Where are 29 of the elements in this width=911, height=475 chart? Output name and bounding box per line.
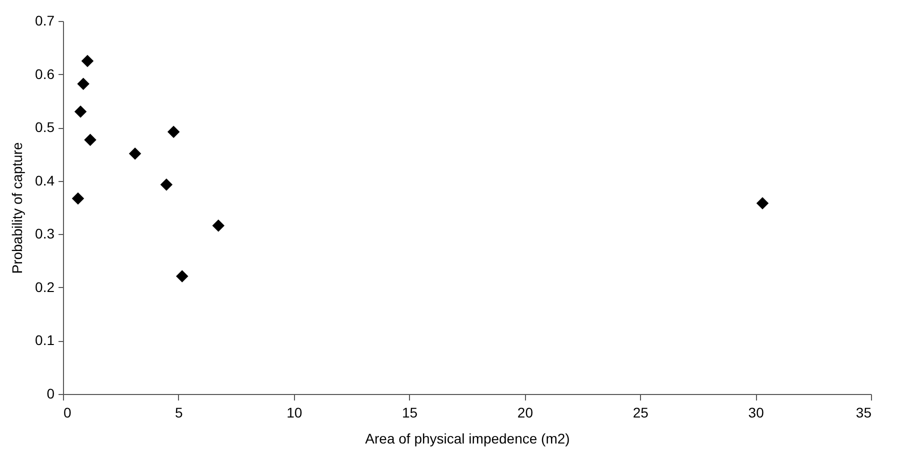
point [74, 105, 87, 118]
point [84, 134, 96, 146]
y-tick-label: 0.1 [35, 332, 55, 348]
point [72, 192, 84, 205]
point [128, 148, 142, 160]
point [167, 126, 180, 138]
point [212, 219, 224, 232]
point [176, 270, 188, 282]
x-tick-label: 30 [748, 404, 764, 420]
y-tick-label: 0.6 [35, 66, 55, 82]
y-axis-title: Probability of capture [9, 142, 26, 274]
x-tick-label: 35 [856, 404, 872, 420]
x-tick-label: 10 [286, 404, 302, 420]
point [77, 78, 90, 90]
x-tick-label: 5 [175, 404, 184, 420]
x-axis-title: Area of physical impedence (m2) [365, 430, 570, 446]
y-tick-label: 0 [46, 386, 55, 402]
x-tick-label: 0 [64, 404, 72, 420]
y-tick-label: 0.7 [35, 12, 55, 28]
y-tick-label: 0.2 [35, 278, 55, 295]
point [160, 178, 173, 191]
y-tick-label: 0.3 [35, 226, 55, 242]
x-tick-label: 15 [402, 404, 418, 420]
x-tick-label: 25 [632, 404, 649, 420]
y-tick-label: 0.5 [35, 119, 55, 136]
point [81, 54, 94, 68]
x-tick-label: 20 [517, 404, 534, 420]
y-tick-label: 0.4 [35, 172, 55, 188]
point [756, 197, 769, 210]
